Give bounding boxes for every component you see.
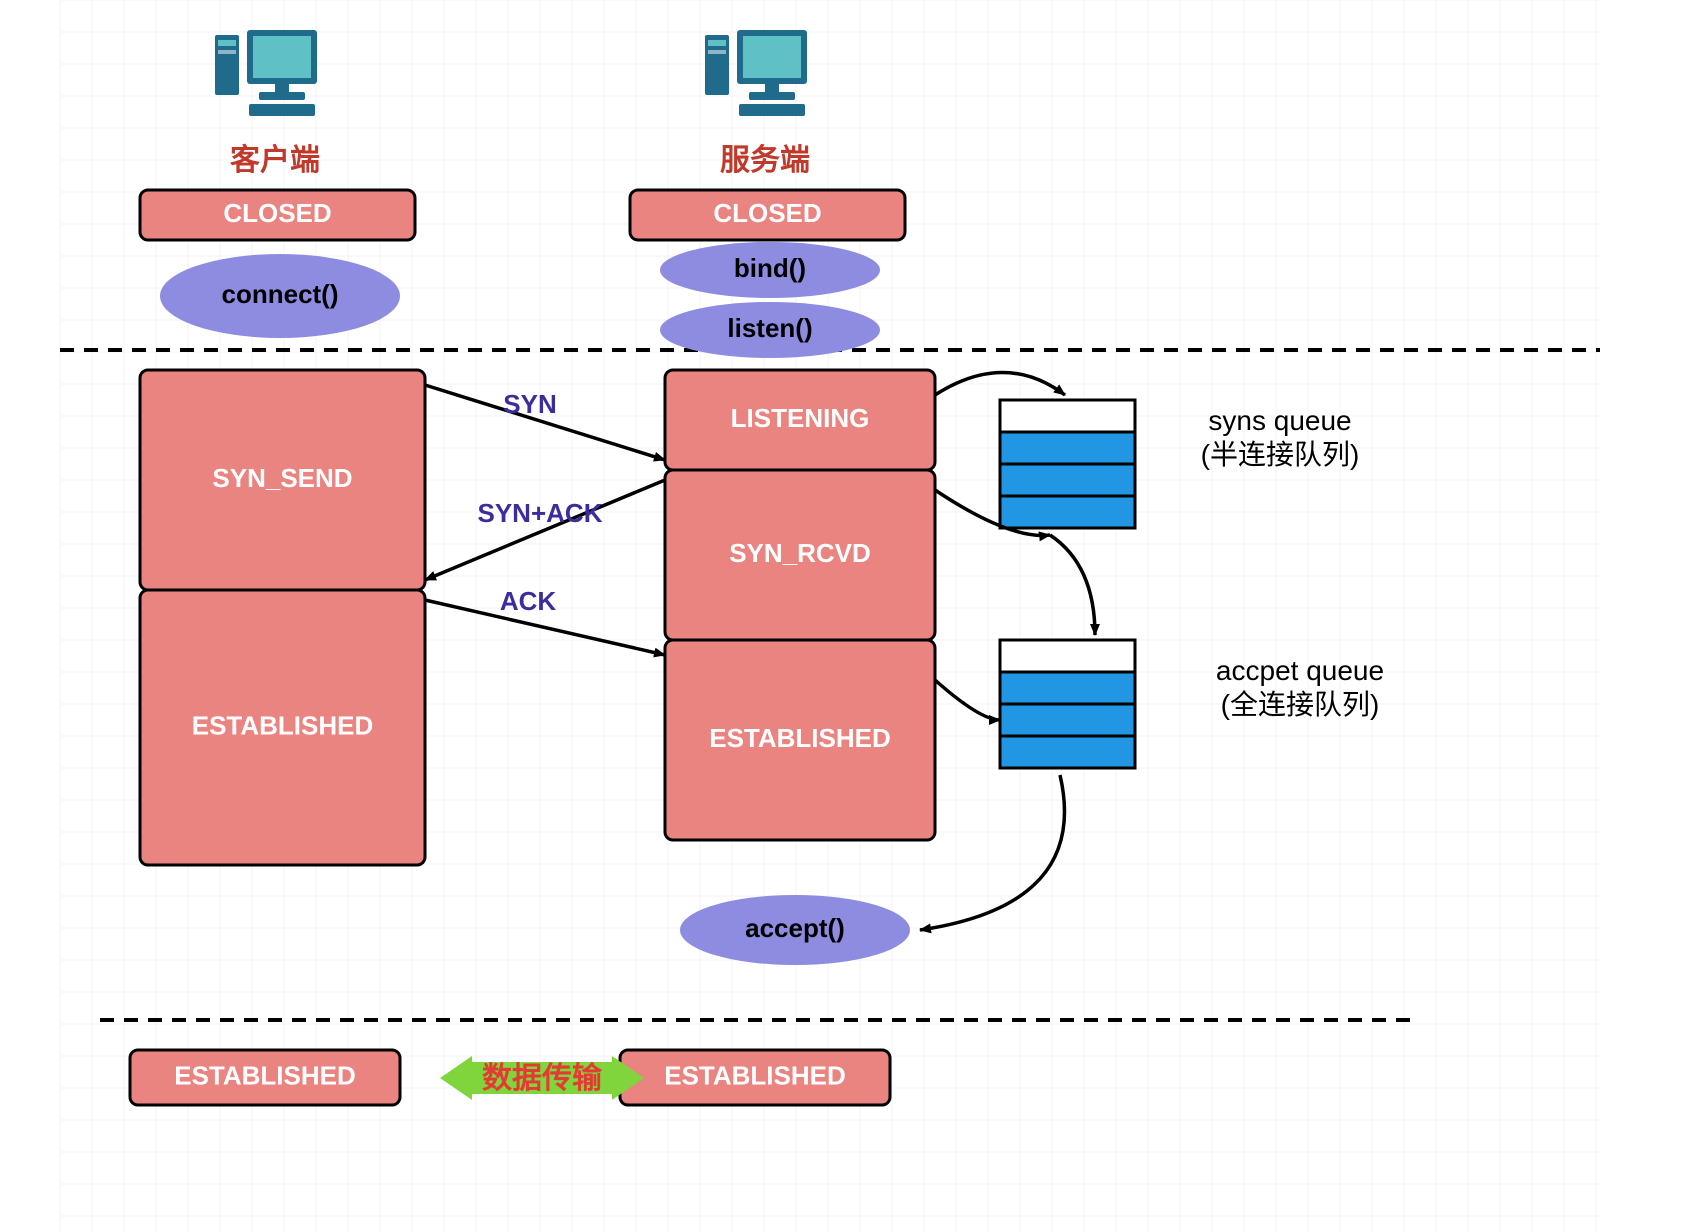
accept-queue-label-2: (全连接队列): [1221, 689, 1380, 720]
client-established-label: ESTABLISHED: [192, 710, 374, 740]
server-title: 服务端: [720, 144, 810, 177]
connect-label: connect(): [222, 279, 339, 309]
msg-syn-label: SYN: [503, 389, 556, 419]
server-listening-label: LISTENING: [731, 403, 870, 433]
bind-label: bind(): [734, 253, 806, 283]
accept-ellipse: accept(): [680, 895, 910, 965]
server-listening: LISTENING: [665, 370, 935, 470]
syns-queue-label-1: syns queue: [1208, 405, 1351, 436]
server-closed-label: CLOSED: [713, 198, 821, 228]
client-title: 客户端: [230, 143, 320, 177]
accept-label: accept(): [745, 913, 845, 943]
server-established-label: ESTABLISHED: [709, 723, 891, 753]
client-established-bottom: ESTABLISHED: [130, 1050, 400, 1105]
msg-syn-ack-label: SYN+ACK: [478, 498, 603, 528]
client-established-bottom-label: ESTABLISHED: [174, 1060, 356, 1090]
accept-queue-label-1: accpet queue: [1216, 655, 1384, 686]
msg-ack-label: ACK: [500, 586, 557, 616]
listen-ellipse: listen(): [660, 302, 880, 358]
syns-queue-label-2: (半连接队列): [1201, 439, 1360, 470]
data-transfer-label: 数据传输: [482, 1062, 603, 1095]
client-closed: CLOSED: [140, 190, 415, 240]
server-closed: CLOSED: [630, 190, 905, 240]
server-established-bottom: ESTABLISHED: [620, 1050, 890, 1105]
server-syn-rcvd-label: SYN_RCVD: [729, 538, 871, 568]
data-transfer-arrow: 数据传输: [440, 1056, 644, 1100]
listen-label: listen(): [727, 313, 812, 343]
connect-ellipse: connect(): [160, 254, 400, 338]
server-syn-rcvd: SYN_RCVD: [665, 470, 935, 640]
server-established-bottom-label: ESTABLISHED: [664, 1060, 846, 1090]
server-established: ESTABLISHED: [665, 640, 935, 840]
client-closed-label: CLOSED: [223, 198, 331, 228]
client-syn-send: SYN_SEND: [140, 370, 425, 590]
bind-ellipse: bind(): [660, 242, 880, 298]
client-established: ESTABLISHED: [140, 590, 425, 865]
client-syn-send-label: SYN_SEND: [212, 463, 352, 493]
